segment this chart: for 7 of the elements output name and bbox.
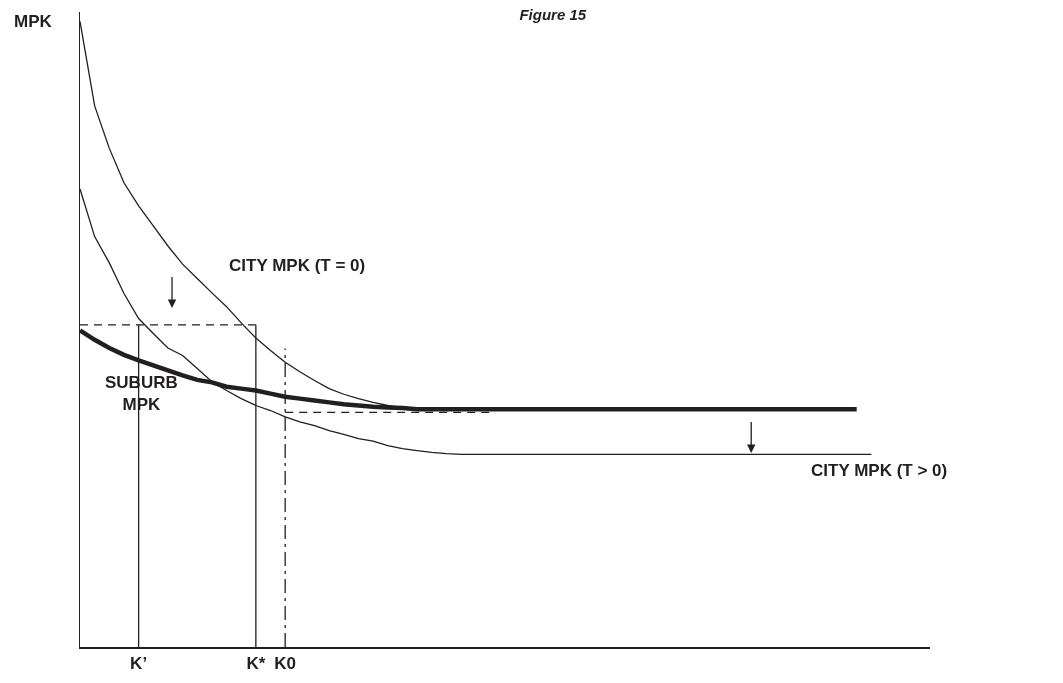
y-axis-title: MPK bbox=[14, 12, 53, 31]
x-tick-label: K0 bbox=[274, 653, 297, 673]
x-tick-label: K’ bbox=[130, 653, 148, 673]
series-label: CITY MPK (T > 0) bbox=[811, 461, 948, 480]
x-tick-label: K* bbox=[246, 653, 266, 673]
series-label: CITY MPK (T = 0) bbox=[229, 256, 366, 275]
chart-title: Figure 15 bbox=[519, 6, 587, 24]
